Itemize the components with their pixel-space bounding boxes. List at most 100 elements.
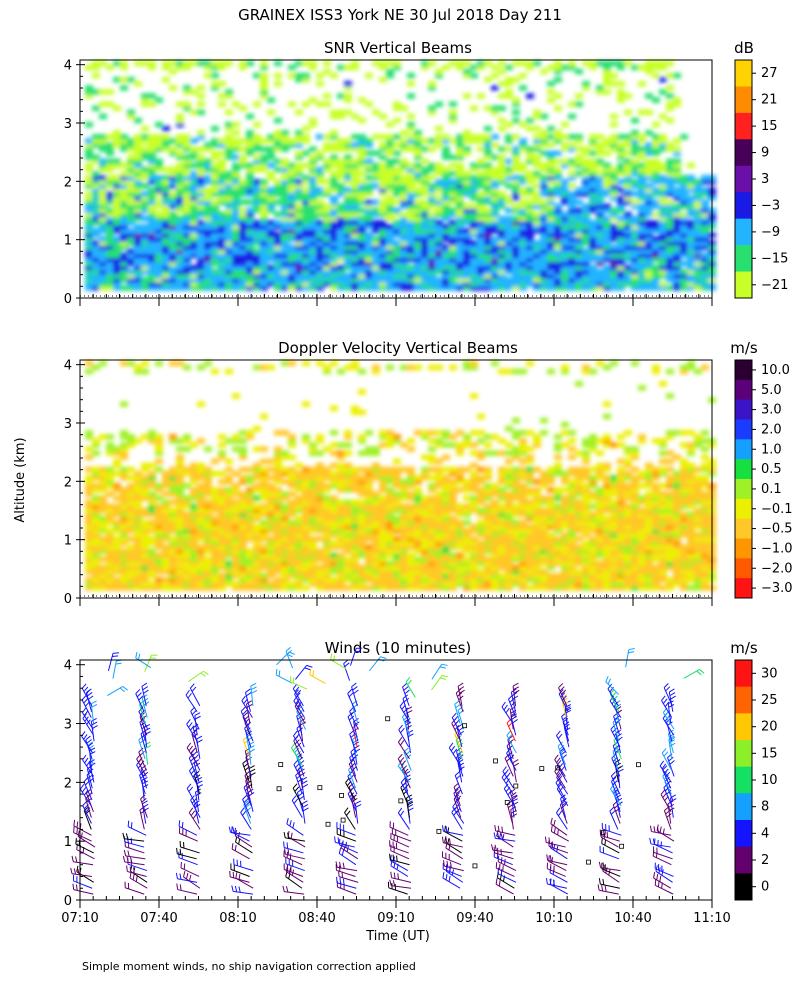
doppler-cell	[239, 474, 247, 481]
snr-cell	[589, 166, 597, 173]
snr-cell	[176, 277, 184, 283]
snr-cell	[274, 244, 282, 250]
doppler-cell	[330, 532, 338, 538]
doppler-cell	[344, 532, 352, 538]
doppler-cell	[162, 499, 170, 505]
doppler-cell	[197, 487, 205, 493]
snr-cell	[183, 142, 191, 148]
snr-cell	[673, 158, 681, 165]
doppler-cell	[274, 540, 282, 546]
doppler-cell	[379, 503, 387, 510]
snr-cell	[295, 162, 303, 169]
snr-cell	[435, 256, 443, 263]
doppler-cell	[442, 511, 450, 518]
snr-cell	[659, 142, 667, 148]
snr-cell	[246, 179, 254, 185]
snr-cell	[330, 264, 338, 271]
snr-cell	[617, 166, 625, 173]
doppler-cell	[302, 540, 310, 546]
snr-cell	[589, 195, 597, 201]
snr-cell	[694, 268, 702, 275]
doppler-cell	[232, 540, 240, 546]
snr-cell	[547, 223, 555, 230]
snr-cell	[512, 179, 520, 185]
doppler-cell	[169, 523, 177, 530]
snr-cell	[204, 228, 212, 234]
snr-cell	[302, 252, 310, 259]
doppler-cell	[162, 564, 170, 571]
snr-cell	[540, 244, 548, 250]
snr-cell	[85, 93, 93, 99]
snr-cell	[267, 244, 275, 250]
snr-cell	[477, 256, 485, 263]
doppler-cell	[428, 487, 436, 493]
doppler-cell	[113, 560, 121, 567]
snr-cell	[134, 179, 142, 185]
snr-cell	[386, 215, 394, 222]
doppler-cell	[92, 515, 100, 522]
doppler-cell	[414, 523, 422, 530]
snr-cell	[680, 260, 688, 267]
doppler-cell	[316, 548, 324, 554]
doppler-cell	[218, 499, 226, 505]
snr-cell	[638, 166, 646, 173]
snr-cell	[617, 203, 625, 210]
doppler-cell	[358, 585, 366, 591]
snr-cell	[176, 272, 184, 279]
snr-cell	[610, 179, 618, 185]
doppler-cell	[267, 548, 275, 554]
doppler-cell	[197, 552, 205, 559]
doppler-cell	[85, 466, 93, 473]
snr-cell	[589, 268, 597, 275]
doppler-cell	[428, 499, 436, 505]
snr-cell	[449, 268, 457, 275]
doppler-cell	[449, 434, 457, 440]
snr-cell	[260, 179, 268, 185]
snr-cell	[673, 236, 681, 242]
snr-cell	[694, 179, 702, 185]
snr-cell	[92, 285, 100, 291]
snr-cell	[99, 179, 107, 185]
snr-cell	[176, 195, 184, 201]
snr-cell	[484, 146, 492, 152]
doppler-cell	[386, 581, 394, 587]
snr-cell	[428, 281, 436, 287]
snr-cell	[183, 281, 191, 287]
doppler-cell	[442, 503, 450, 510]
snr-cell	[617, 89, 625, 95]
doppler-cell	[253, 560, 261, 567]
snr-cell	[120, 195, 128, 201]
snr-cell	[337, 93, 345, 99]
snr-cell	[554, 60, 562, 67]
doppler-cell	[211, 536, 219, 542]
snr-cell	[239, 228, 247, 234]
snr-cell	[554, 179, 562, 185]
snr-cell	[211, 162, 219, 169]
snr-cell	[575, 146, 583, 152]
doppler-cell	[232, 581, 240, 587]
doppler-cell	[274, 581, 282, 587]
doppler-cell	[344, 572, 352, 579]
snr-cell	[197, 109, 205, 116]
doppler-cell	[435, 470, 443, 477]
snr-cell	[456, 272, 464, 279]
snr-cell	[638, 179, 646, 185]
doppler-cell	[309, 446, 317, 452]
snr-cell	[554, 207, 562, 214]
doppler-cell	[225, 491, 233, 497]
snr-cell	[204, 191, 212, 197]
snr-cell	[575, 134, 583, 140]
doppler-cell	[141, 474, 149, 481]
snr-cell	[127, 191, 135, 197]
doppler-cell	[197, 364, 205, 371]
snr-cell	[148, 60, 156, 67]
snr-cell	[540, 260, 548, 267]
doppler-cell	[162, 560, 170, 567]
doppler-cell	[274, 507, 282, 514]
doppler-cell	[162, 479, 170, 485]
doppler-cell	[274, 458, 282, 465]
snr-cell	[85, 199, 93, 205]
doppler-cell	[456, 581, 464, 587]
doppler-cell	[99, 528, 107, 534]
snr-cell	[127, 256, 135, 263]
